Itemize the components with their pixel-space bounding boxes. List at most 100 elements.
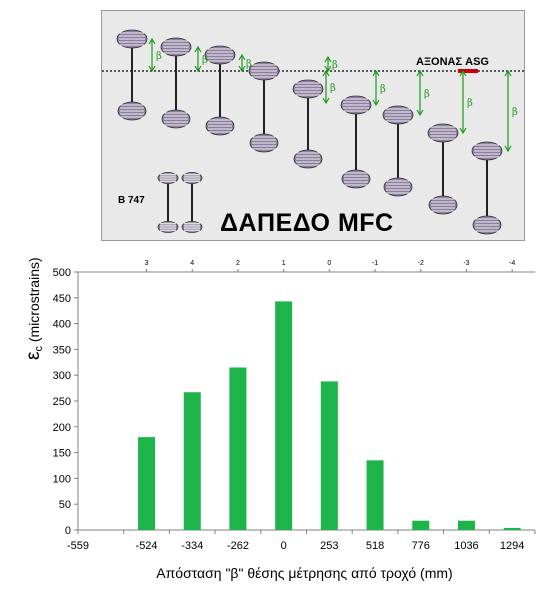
beta-arrow-head: [372, 69, 380, 77]
top-tick-label: 3: [145, 260, 149, 267]
wheel-top: [248, 61, 280, 81]
beta-arrow-head: [416, 109, 424, 117]
y-axis-subscript: c: [33, 346, 45, 352]
x-tick-label: 776: [412, 540, 430, 552]
y-tick-label: 0: [65, 525, 71, 537]
wheel-top: [160, 37, 192, 57]
beta-arrow-head: [148, 65, 156, 73]
b747-wheel-top: [181, 172, 203, 184]
x-tick-label: -262: [227, 540, 249, 552]
beta-arrow-head: [194, 65, 202, 73]
top-tick-label: 0: [327, 260, 331, 267]
beta-arrow-head: [322, 69, 330, 77]
beta-symbol: β: [332, 60, 338, 71]
top-tick-label: -2: [418, 260, 424, 267]
wheel-bottom: [161, 109, 191, 129]
y-tick-label: 450: [53, 293, 71, 305]
y-tick-label: 150: [53, 448, 71, 460]
strain-bar-chart: 0 50 100 150 200 250 300 350 400 450 500 -559 -524 -3…: [0, 250, 559, 593]
bar--334: [183, 392, 201, 530]
schematic-drawing: β β β β β β β β β: [102, 29, 524, 235]
y-axis-symbol: ε: [23, 351, 44, 360]
top-tick-label: 1: [282, 260, 286, 267]
beta-arrow-head: [322, 97, 330, 105]
beta-symbol: β: [467, 98, 473, 109]
y-tick-label: 300: [53, 370, 71, 382]
beta-arrow-head: [459, 69, 467, 77]
asg-axis-label: ΑΞΟΝΑΣ ASG: [416, 56, 489, 68]
wheel-top: [292, 79, 324, 99]
x-tick-label: 1036: [454, 540, 478, 552]
y-tick-label: 50: [59, 499, 71, 511]
beta-symbol: β: [380, 84, 386, 95]
bar--524: [138, 437, 156, 530]
beta-symbol: β: [156, 51, 162, 62]
beta-arrow-head: [324, 55, 332, 63]
beta-symbol: β: [330, 83, 336, 94]
wheel-bottom: [383, 177, 413, 197]
x-tick-label: 253: [320, 540, 338, 552]
bar-776: [412, 520, 430, 530]
wheel-bottom: [117, 101, 147, 121]
schematic-image: β β β β β β β β β ΑΞΟΝΑΣ ASG B 747 ΔΑΠΕΔΟ MFC: [101, 10, 525, 241]
floor-title: ΔΑΠΕΔΟ MFC: [220, 209, 394, 237]
beta-symbol: β: [202, 55, 208, 66]
wheel-bottom: [249, 133, 279, 153]
y-axis-label: εc (microstrains): [23, 257, 45, 360]
bar--262: [229, 367, 247, 530]
wheel-bottom: [205, 116, 235, 136]
wheel-top: [382, 105, 414, 125]
top-tick-label: 4: [190, 260, 194, 267]
top-tick-label: -3: [463, 260, 469, 267]
x-tick-label: 0: [281, 540, 287, 552]
wheel-top: [471, 141, 503, 161]
x-tick-label: 1294: [500, 540, 524, 552]
bar-518: [366, 460, 384, 530]
beta-arrow-head: [324, 65, 332, 73]
top-tick-label: -4: [509, 260, 515, 267]
top-tick-label: -1: [372, 260, 378, 267]
beta-arrow-head: [372, 99, 380, 107]
x-tick-label: -559: [67, 540, 89, 552]
beta-arrow-head: [238, 53, 246, 61]
x-tick-label: -524: [136, 540, 158, 552]
y-axis-unit: (microstrains): [26, 257, 42, 343]
b747-wheel-bottom: [181, 221, 203, 233]
y-tick-label: 200: [53, 422, 71, 434]
x-tick-label: 518: [366, 540, 384, 552]
y-tick-label: 400: [53, 319, 71, 331]
wheel-top: [116, 29, 148, 49]
beta-arrow-head: [148, 37, 156, 45]
y-tick-label: 100: [53, 473, 71, 485]
beta-symbol: β: [512, 107, 518, 118]
wheel-top: [204, 45, 236, 65]
bar-0: [275, 301, 293, 530]
b747-wheel-bottom: [157, 221, 179, 233]
y-tick-label: 500: [53, 267, 71, 279]
bar-1294: [503, 527, 521, 530]
wheel-top: [427, 123, 459, 143]
x-axis-label: Απόσταση "β" θέσης μέτρησης από τροχό (m…: [156, 565, 453, 581]
beta-arrow-head: [504, 69, 512, 77]
beta-arrow-head: [416, 69, 424, 77]
wheel-bottom: [428, 195, 458, 215]
beta-arrow-head: [194, 45, 202, 53]
beta-arrow-head: [238, 65, 246, 73]
beta-arrow-head: [504, 145, 512, 153]
top-tick-label: 2: [236, 260, 240, 267]
bar-1036: [457, 520, 475, 530]
b747-wheel-top: [157, 172, 179, 184]
bar-253: [320, 381, 338, 530]
beta-arrow-head: [459, 127, 467, 135]
wheel-bottom: [293, 149, 323, 169]
plane-label: B 747: [118, 195, 145, 206]
wheel-top: [340, 95, 372, 115]
y-tick-label: 250: [53, 396, 71, 408]
wheel-bottom: [341, 169, 371, 189]
x-tick-label: -334: [181, 540, 203, 552]
wheel-bottom: [472, 215, 502, 235]
beta-symbol: β: [246, 59, 252, 70]
y-tick-label: 350: [53, 344, 71, 356]
beta-symbol: β: [424, 89, 430, 100]
